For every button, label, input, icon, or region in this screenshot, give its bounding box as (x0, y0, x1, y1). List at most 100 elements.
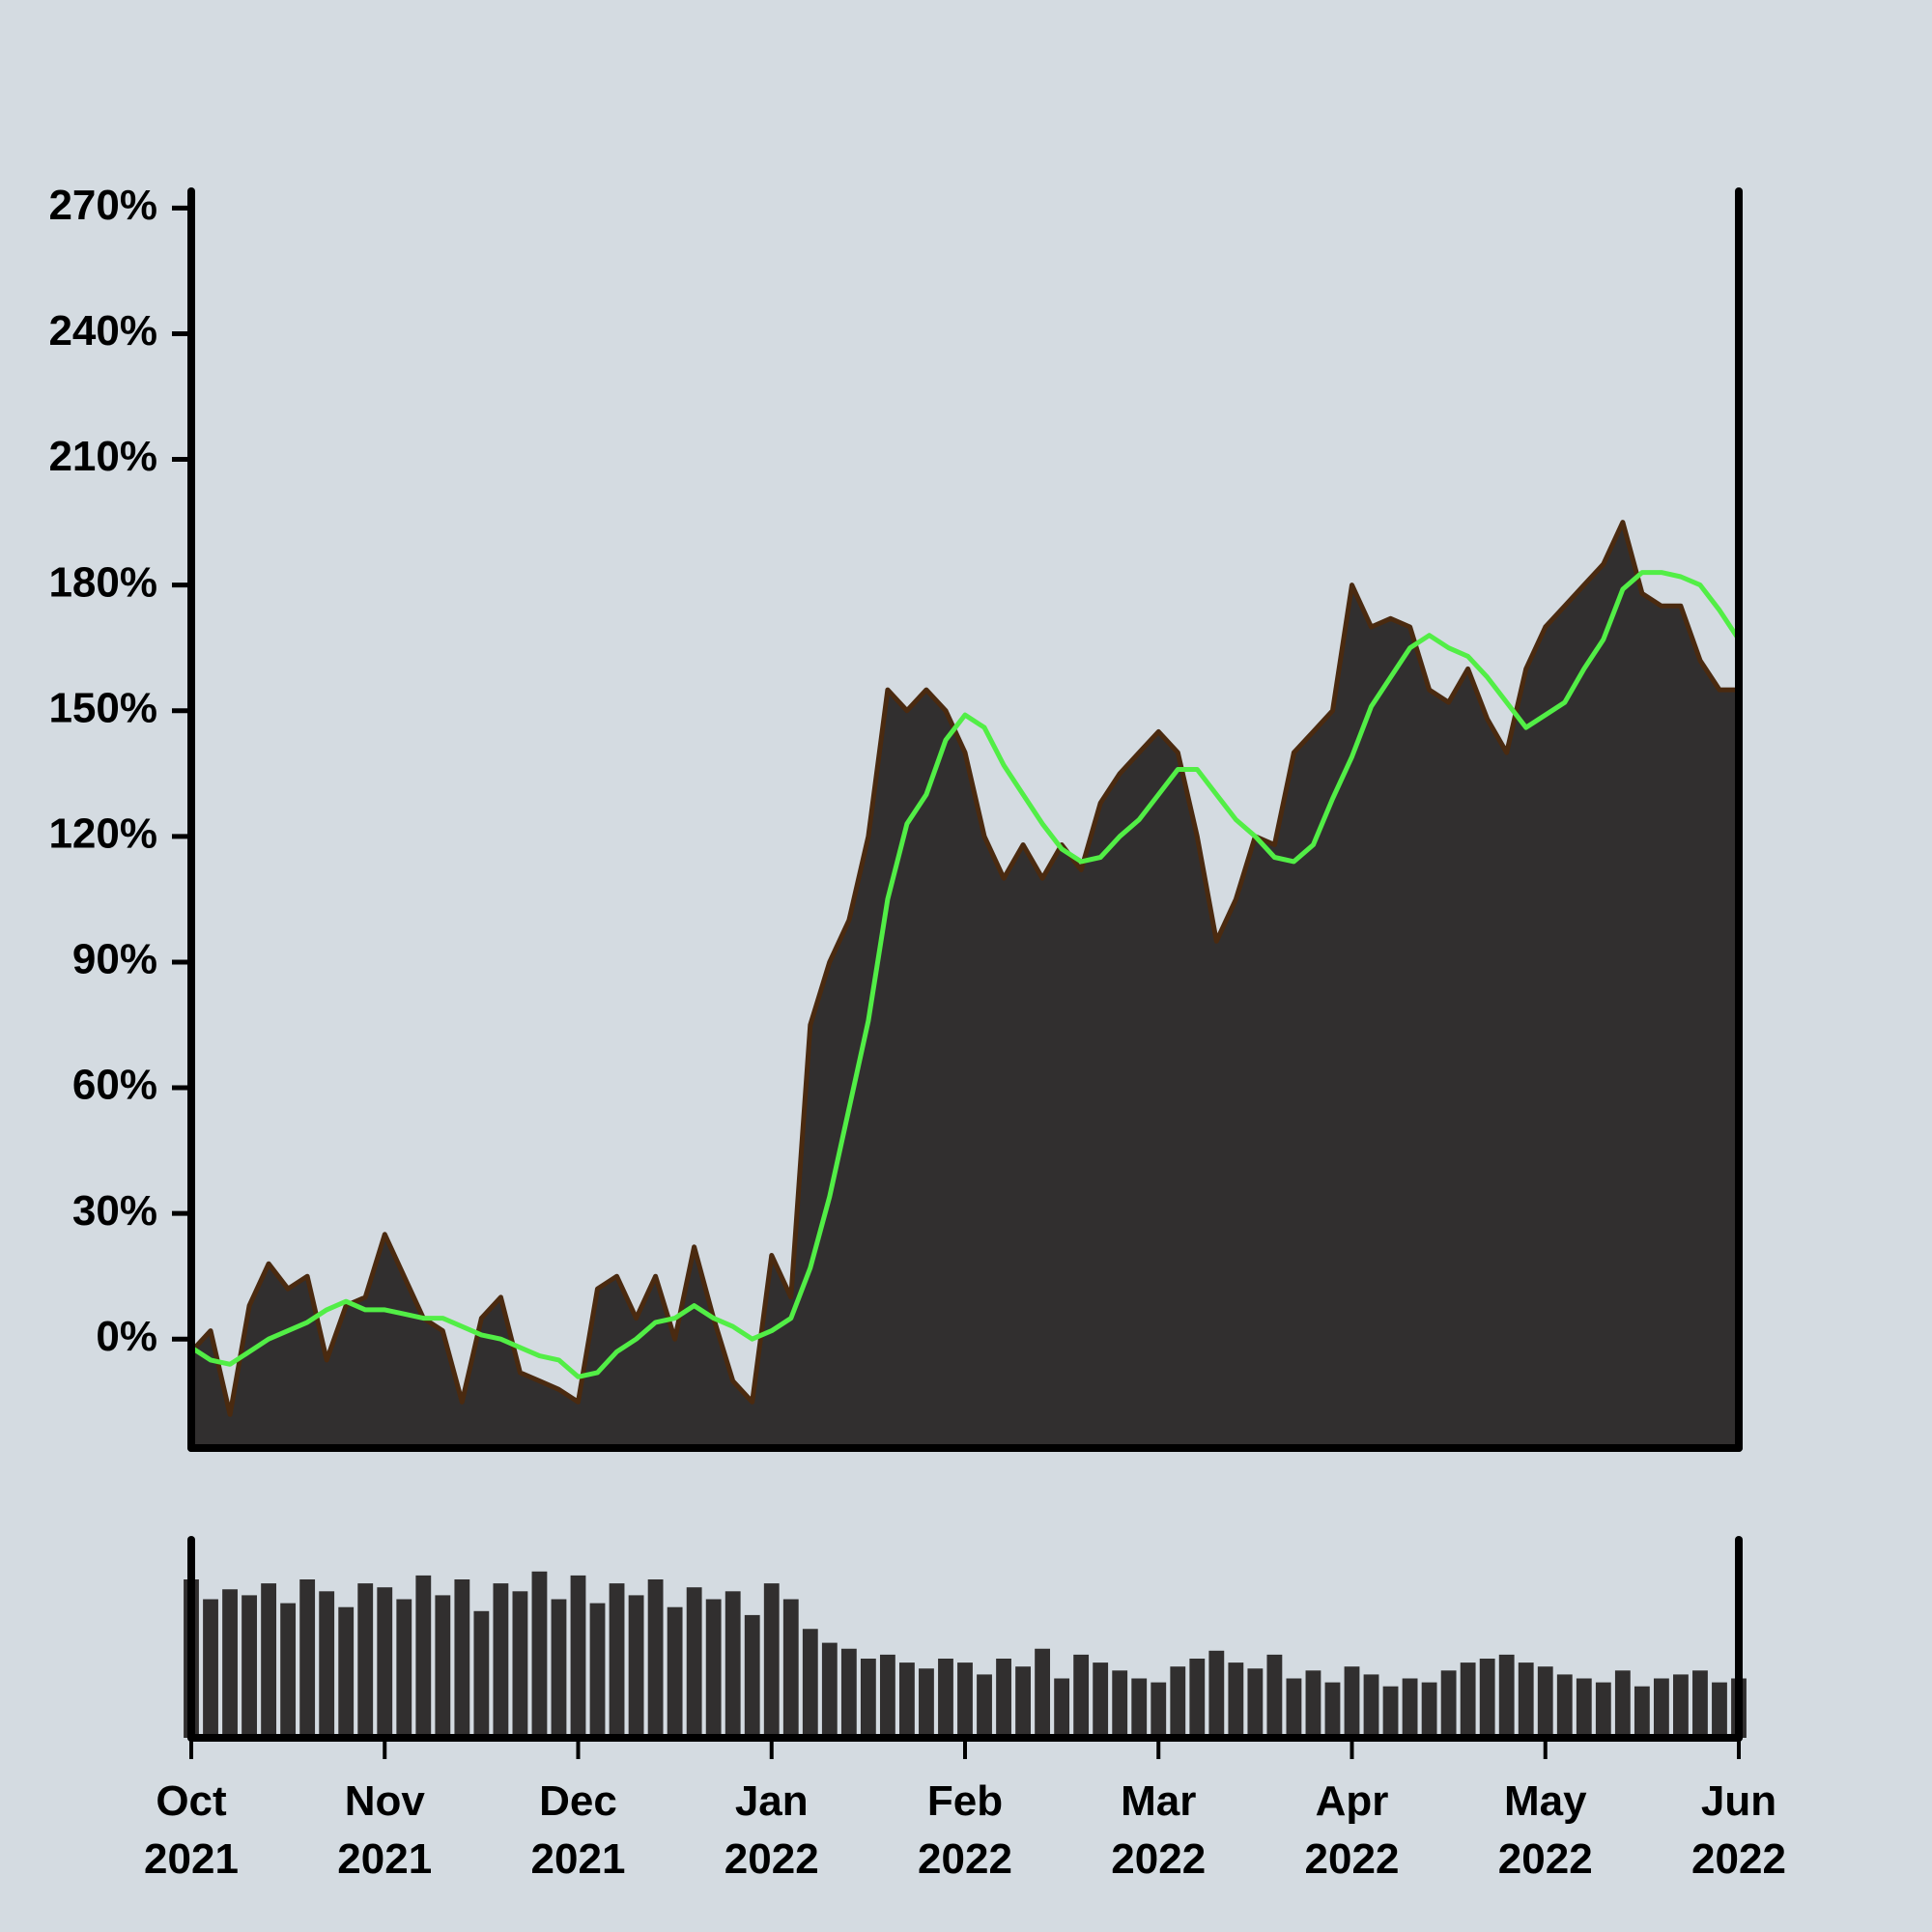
volume-bar (1653, 1678, 1669, 1738)
y-tick-label: 150% (48, 684, 157, 731)
volume-bar (222, 1589, 238, 1738)
volume-bar (996, 1659, 1011, 1738)
volume-bar (782, 1599, 799, 1738)
volume-bar (879, 1654, 895, 1738)
y-tick-label: 0% (96, 1313, 157, 1360)
volume-bar (570, 1575, 586, 1738)
volume-bar (724, 1591, 741, 1738)
x-tick-label: Jan 2022 (724, 1777, 819, 1883)
volume-bar (763, 1583, 780, 1738)
volume-bar (1112, 1670, 1128, 1738)
volume-bar (512, 1591, 528, 1738)
volume-bar (493, 1583, 509, 1738)
volume-bar (628, 1595, 644, 1738)
y-tick-label: 90% (72, 936, 157, 983)
volume-bar (551, 1599, 567, 1738)
volume-bar (899, 1662, 915, 1738)
volume-bar (686, 1587, 702, 1738)
volume-bar (454, 1579, 470, 1738)
volume-bar (977, 1674, 992, 1738)
volume-bar (1634, 1686, 1650, 1738)
volume-bar (396, 1599, 412, 1738)
volume-bar (919, 1668, 934, 1738)
volume-bar (319, 1591, 335, 1738)
volume-bar (1556, 1674, 1573, 1738)
area (191, 522, 1739, 1448)
volume-bar (1305, 1670, 1321, 1738)
volume-bar (1189, 1659, 1206, 1738)
volume-bar (938, 1659, 953, 1738)
volume-bar (473, 1610, 490, 1738)
volume-bar (415, 1575, 432, 1738)
y-tick-label: 210% (48, 433, 157, 480)
y-tick-label: 120% (48, 810, 157, 857)
volume-bar (1131, 1678, 1148, 1738)
volume-bar (744, 1614, 760, 1738)
y-tick-label: 30% (72, 1187, 157, 1235)
volume-bar (1286, 1678, 1302, 1738)
x-tick-label: Oct 2021 (144, 1777, 239, 1883)
y-tick-label: 270% (48, 182, 157, 229)
volume-bar (860, 1659, 876, 1738)
volume-bar (1576, 1678, 1592, 1738)
volume-bar (1440, 1670, 1457, 1738)
volume-bar (1595, 1682, 1611, 1738)
volume-bar (589, 1603, 606, 1738)
volume-bar (357, 1583, 374, 1738)
moving-average-line (189, 570, 1742, 1379)
volume-bar (261, 1583, 277, 1738)
volume-bar (1479, 1659, 1495, 1738)
volume-bar (1673, 1674, 1689, 1738)
volume-bar (1035, 1648, 1051, 1738)
volume-bar (1382, 1686, 1399, 1738)
volume-bar (1151, 1682, 1167, 1738)
volume-bar (299, 1579, 316, 1738)
volume-bar (609, 1583, 625, 1738)
volume-bar (1208, 1650, 1225, 1738)
volume-bar (1247, 1668, 1264, 1738)
x-tick-label: Feb 2022 (918, 1777, 1012, 1883)
volume-bar (531, 1571, 548, 1738)
volume-bar (1228, 1662, 1244, 1738)
volume-bar (1518, 1662, 1534, 1738)
volume-bar (435, 1595, 451, 1738)
x-tick-label: Mar 2022 (1111, 1777, 1207, 1883)
volume-bar (1073, 1654, 1090, 1738)
volume-bar (377, 1587, 393, 1738)
volume-bar (1266, 1654, 1283, 1738)
x-tick-label: Nov 2021 (337, 1777, 433, 1883)
volume-bar (840, 1648, 857, 1738)
volume-bar (705, 1599, 722, 1738)
volume-bar (338, 1606, 355, 1738)
volume-bar (1093, 1662, 1109, 1738)
volume-bar (1015, 1666, 1031, 1738)
volume-bar (647, 1579, 664, 1738)
volume-bar (1712, 1682, 1727, 1738)
area-edge (189, 520, 1739, 1417)
volume-bar (1498, 1654, 1515, 1738)
volume-bar (1614, 1670, 1631, 1738)
volume-bar (280, 1603, 297, 1738)
volume-bar (1344, 1666, 1360, 1738)
volume-bar (821, 1642, 838, 1738)
volume-bar (1324, 1682, 1341, 1738)
volume-bar (1363, 1674, 1379, 1738)
volume-bar (1170, 1666, 1186, 1738)
x-tick-label: May 2022 (1497, 1777, 1593, 1883)
volume-bar (1692, 1670, 1708, 1738)
volume-bar (667, 1606, 683, 1738)
volume-bar (802, 1629, 818, 1738)
volume-bar (957, 1662, 973, 1738)
volume-bar (1537, 1666, 1553, 1738)
y-tick-label: 60% (72, 1062, 157, 1109)
x-tick-label: Dec 2021 (530, 1777, 626, 1883)
volume-bar (242, 1595, 257, 1738)
volume-bar (1421, 1682, 1437, 1738)
volume-bar (1460, 1662, 1476, 1738)
volume-bar (203, 1599, 218, 1738)
y-tick-label: 180% (48, 558, 157, 606)
y-tick-label: 240% (48, 307, 157, 355)
volume-bar (1054, 1678, 1070, 1738)
